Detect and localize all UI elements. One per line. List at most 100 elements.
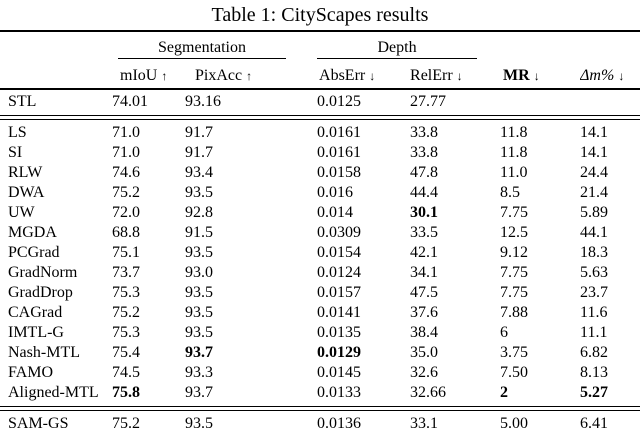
value-cell: 75.1: [112, 244, 140, 261]
value-cell: 0.0158: [317, 164, 362, 181]
value-cell: 14.1: [580, 144, 609, 161]
value-cell: 75.8: [112, 384, 140, 401]
value-cell: 24.4: [580, 164, 609, 181]
value-cell: 9.12: [500, 244, 529, 261]
table-row: PCGrad 75.1 93.5 0.0154 42.1 9.12 18.3: [0, 243, 640, 263]
col-header-label: AbsErr: [319, 67, 366, 84]
col-header-method: [0, 59, 112, 90]
value-cell: 75.4: [112, 344, 140, 361]
value-cell: 7.75: [500, 204, 529, 221]
value-cell: 0.0161: [317, 144, 362, 161]
value-cell: 91.5: [185, 224, 213, 241]
down-arrow-icon: ↓: [618, 69, 625, 83]
table-row: RLW 74.6 93.4 0.0158 47.8 11.0 24.4: [0, 163, 640, 183]
method-cell: FAMO: [8, 364, 54, 381]
method-cell: Aligned-MTL: [8, 384, 99, 401]
value-cell: [580, 89, 640, 114]
value-cell: 33.1: [410, 415, 439, 432]
section-divider-rule: [0, 114, 640, 121]
value-cell: 3.75: [500, 344, 529, 361]
value-cell: 91.7: [185, 144, 213, 161]
method-cell: CAGrad: [8, 304, 63, 321]
group-header-spacer: [580, 30, 640, 59]
group-header-depth: Depth: [317, 39, 478, 59]
value-cell: [500, 89, 580, 114]
value-cell: 11.6: [580, 304, 608, 321]
value-cell: 32.6: [410, 364, 439, 381]
table-row: IMTL-G 75.3 93.5 0.0135 38.4 6 11.1: [0, 323, 640, 343]
value-cell: 0.0125: [317, 93, 362, 110]
value-cell: 93.0: [185, 264, 213, 281]
value-cell: 75.2: [112, 304, 140, 321]
value-cell: 93.5: [185, 304, 213, 321]
value-cell: 5.63: [580, 264, 609, 281]
method-cell: PCGrad: [8, 244, 60, 261]
value-cell: 7.88: [500, 304, 529, 321]
value-cell: 93.5: [185, 184, 213, 201]
col-header-abserr: AbsErr ↓: [317, 59, 411, 90]
value-cell: 18.3: [580, 244, 609, 261]
table-row: SAM-GS 75.2 93.5 0.0136 33.1 5.00 6.41: [0, 412, 640, 436]
value-cell: 93.5: [185, 415, 213, 432]
method-cell: Nash-MTL: [8, 344, 80, 361]
value-cell: 0.0133: [317, 384, 362, 401]
value-cell: 71.0: [112, 144, 140, 161]
down-arrow-icon: ↓: [533, 69, 540, 83]
group-header-spacer: [0, 30, 112, 59]
value-cell: 33.8: [410, 124, 439, 141]
col-header-label: mIoU: [120, 67, 158, 84]
value-cell: 75.2: [112, 184, 140, 201]
col-header-label: Δm%: [580, 67, 615, 84]
col-header-label: RelErr: [410, 67, 453, 84]
results-table: Segmentation Depth mIoU ↑ PixAcc ↑: [0, 30, 640, 436]
value-cell: 74.5: [112, 364, 140, 381]
value-cell: 35.0: [410, 344, 439, 361]
group-header-segmentation: Segmentation: [118, 39, 287, 59]
group-header-depth-cell: Depth: [317, 30, 501, 59]
method-cell: SAM-GS: [8, 415, 69, 432]
value-cell: 7.50: [500, 364, 529, 381]
value-cell: 93.7: [185, 384, 213, 401]
value-cell: 30.1: [410, 204, 439, 221]
col-header-mr: MR ↓: [500, 59, 581, 90]
value-cell: 74.6: [112, 164, 140, 181]
table-row: FAMO 74.5 93.3 0.0145 32.6 7.50 8.13: [0, 363, 640, 383]
up-arrow-icon: ↑: [246, 69, 253, 83]
double-rule-line: [0, 115, 640, 120]
value-cell: 44.1: [580, 224, 609, 241]
value-cell: 93.4: [185, 164, 213, 181]
table-row: DWA 75.2 93.5 0.016 44.4 8.5 21.4: [0, 183, 640, 203]
method-cell: RLW: [8, 164, 43, 181]
value-cell: 91.7: [185, 124, 213, 141]
column-header-row: mIoU ↑ PixAcc ↑ AbsErr ↓ RelErr ↓ MR ↓: [0, 59, 640, 90]
value-cell: 73.7: [112, 264, 140, 281]
value-cell: 12.5: [500, 224, 529, 241]
up-arrow-icon: ↑: [161, 69, 168, 83]
value-cell: 71.0: [112, 124, 140, 141]
value-cell: 0.016: [317, 184, 354, 201]
value-cell: 11.8: [500, 124, 528, 141]
value-cell: 2: [500, 384, 509, 401]
table-row: CAGrad 75.2 93.5 0.0141 37.6 7.88 11.6: [0, 303, 640, 323]
value-cell: 93.3: [185, 364, 213, 381]
table-row: MGDA 68.8 91.5 0.0309 33.5 12.5 44.1: [0, 223, 640, 243]
value-cell: 0.0161: [317, 124, 362, 141]
value-cell: 11.0: [500, 164, 528, 181]
value-cell: 0.0309: [317, 224, 362, 241]
value-cell: 0.0141: [317, 304, 362, 321]
value-cell: 0.0154: [317, 244, 362, 261]
results-table-body: STL 74.01 93.16 0.0125 27.77 LS 71.0 91.7 0.0161…: [0, 89, 640, 436]
value-cell: 44.4: [410, 184, 439, 201]
col-header-label: MR: [503, 67, 530, 84]
value-cell: 68.8: [112, 224, 140, 241]
method-cell: MGDA: [8, 224, 57, 241]
value-cell: 7.75: [500, 284, 529, 301]
value-cell: 23.7: [580, 284, 609, 301]
table-row: STL 74.01 93.16 0.0125 27.77: [0, 89, 640, 114]
value-cell: 5.27: [580, 384, 609, 401]
value-cell: 32.66: [410, 384, 447, 401]
value-cell: 93.16: [185, 93, 221, 110]
table-row: GradNorm 73.7 93.0 0.0124 34.1 7.75 5.63: [0, 263, 640, 283]
value-cell: 93.7: [185, 344, 213, 361]
